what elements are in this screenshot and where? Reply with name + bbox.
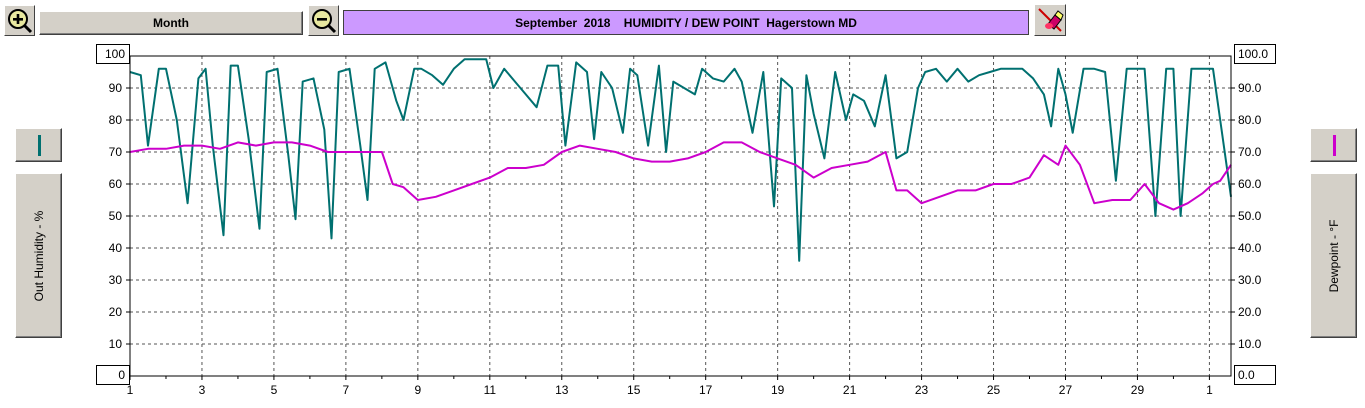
eraser-icon [1038,8,1064,32]
zoom-out-button[interactable] [308,5,339,36]
left-axis-min-box[interactable]: 0 [96,365,130,385]
right-tick-label: 70.0 [1238,145,1262,159]
right-axis-ticks: 90.0 80.0 70.0 60.0 50.0 40.0 30.0 20.0 10.0 [1231,81,1262,351]
x-tick-label: 13 [555,383,569,397]
right-tick-label: 50.0 [1238,209,1262,223]
x-tick-label: 1 [127,383,134,397]
chart-title-bar: September 2018 HUMIDITY / DEW POINT Hage… [343,10,1029,35]
clear-button[interactable] [1034,4,1066,36]
right-tick-label: 20.0 [1238,305,1262,319]
humidity-legend-button[interactable] [15,128,62,162]
left-tick-label: 90 [109,81,123,95]
right-tick-label: 30.0 [1238,273,1262,287]
right-tick-label: 60.0 [1238,177,1262,191]
dewpoint-legend-button[interactable] [1310,128,1357,162]
left-tick-label: 60 [109,177,123,191]
left-tick-label: 30 [109,273,123,287]
x-tick-label: 9 [414,383,421,397]
zoom-out-icon [312,9,337,34]
right-tick-label: 10.0 [1238,337,1262,351]
x-tick-label: 25 [987,383,1001,397]
period-select-button[interactable]: Month [39,11,303,35]
zoom-in-button[interactable] [4,5,35,36]
series-lines [129,58,1232,262]
right-tick-label: 80.0 [1238,113,1262,127]
x-tick-label: 15 [627,383,641,397]
right-axis-label-button[interactable]: Dewpoint - °F [1310,173,1357,338]
x-tick-label: 1 [1206,383,1213,397]
x-tick-label: 29 [1131,383,1145,397]
grid-lines [129,56,1231,380]
right-tick-label: 90.0 [1238,81,1262,95]
dewpoint-series-line [129,141,1232,211]
x-tick-label: 19 [771,383,785,397]
zoom-in-icon [8,9,33,34]
right-axis-max-box[interactable]: 100.0 [1234,44,1276,64]
left-tick-label: 50 [109,209,123,223]
right-tick-label: 40.0 [1238,241,1262,255]
dewpoint-legend-swatch [1333,135,1336,156]
x-tick-label: 3 [199,383,206,397]
humidity-series-line [129,58,1232,262]
left-axis-label-button[interactable]: Out Humidity - % [15,173,62,338]
plot-frame [129,55,1232,377]
left-tick-label: 40 [109,241,123,255]
x-tick-label: 11 [484,383,497,397]
left-axis-max-box[interactable]: 100 [96,44,130,64]
left-tick-label: 80 [109,113,123,127]
left-tick-label: 20 [109,305,123,319]
x-tick-label: 17 [699,383,713,397]
left-axis-ticks: 90 80 70 60 50 40 30 20 10 [109,81,130,351]
x-tick-label: 21 [843,383,857,397]
x-tick-label: 5 [271,383,278,397]
x-tick-label: 27 [1059,383,1073,397]
x-tick-label: 7 [343,383,350,397]
x-tick-label: 23 [915,383,929,397]
x-axis-ticks: 1 3 5 7 9 11 13 15 17 19 21 23 25 27 29 1 [127,383,1213,397]
left-tick-label: 70 [109,145,123,159]
humidity-legend-swatch [38,135,41,156]
left-tick-label: 10 [109,337,123,351]
right-axis-min-box[interactable]: 0.0 [1234,365,1276,385]
